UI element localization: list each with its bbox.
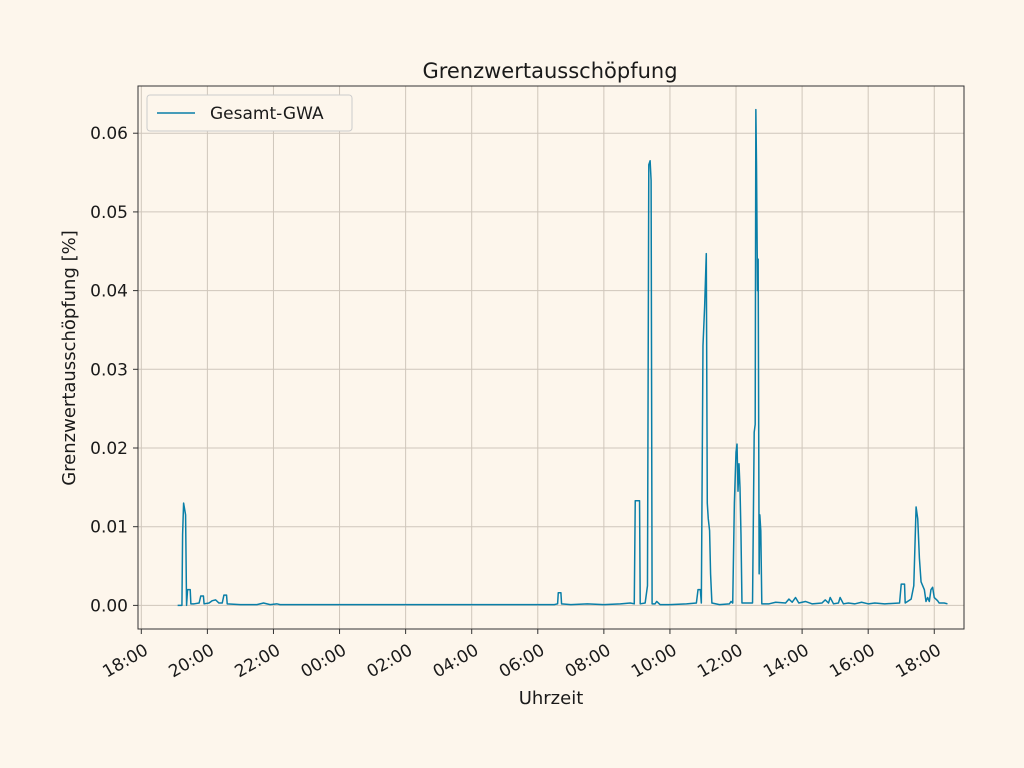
y-axis-label: Grenzwertausschöpfung [%] [59,230,80,486]
y-tick-label: 0.04 [90,282,128,302]
legend-label: Gesamt-GWA [210,104,324,124]
y-axis-ticks: 0.00 0.01 0.02 0.03 0.04 0.05 0.06 [90,124,138,616]
x-tick-label: 12:00 [694,640,746,682]
x-tick-label: 08:00 [562,640,614,682]
x-tick-label: 18:00 [892,640,944,682]
x-tick-label: 02:00 [364,640,416,682]
y-tick-label: 0.06 [90,124,128,144]
y-tick-label: 0.00 [90,596,128,616]
x-tick-label: 06:00 [496,640,548,682]
x-tick-label: 00:00 [298,640,350,682]
x-tick-label: 04:00 [430,640,482,682]
x-tick-label: 10:00 [628,640,680,682]
y-tick-label: 0.02 [90,439,128,459]
y-tick-label: 0.05 [90,203,128,223]
x-axis-ticks: 18:00 20:00 22:00 00:00 02:00 04:00 06:00 08:00… [99,629,945,682]
x-tick-label: 14:00 [760,640,812,682]
legend-box [146,94,353,132]
y-tick-label: 0.03 [90,360,128,380]
x-axis-label: Uhrzeit [519,688,584,709]
series-line-gesamt-gwa [177,108,948,607]
grid-layer [138,86,964,629]
legend: Gesamt-GWA [146,94,353,132]
y-tick-label: 0.01 [90,518,128,538]
x-tick-label: 18:00 [99,640,151,682]
line-layer [177,108,948,607]
x-tick-label: 20:00 [165,640,217,682]
plot-frame [137,85,965,630]
x-tick-label: 16:00 [826,640,878,682]
chart-title: Grenzwertausschöpfung [422,59,677,83]
x-tick-label: 22:00 [232,640,284,682]
